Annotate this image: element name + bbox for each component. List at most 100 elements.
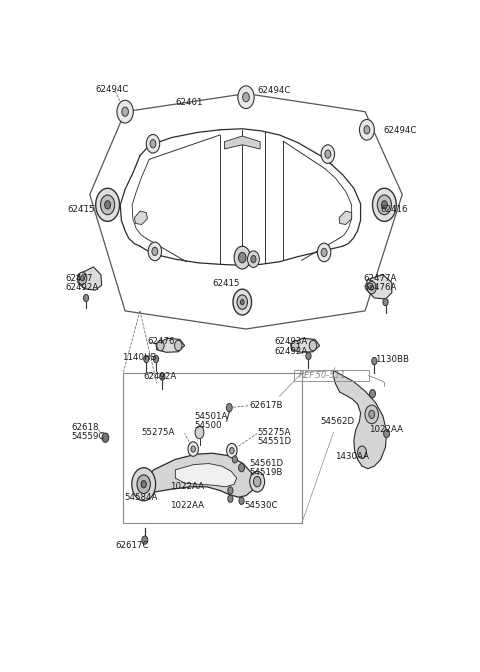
Text: 62476: 62476 (147, 337, 175, 347)
Circle shape (228, 495, 233, 503)
Text: 54530C: 54530C (244, 501, 277, 511)
Circle shape (227, 444, 237, 458)
Polygon shape (78, 267, 102, 290)
Text: 54584A: 54584A (124, 493, 157, 502)
Circle shape (160, 373, 165, 380)
Text: 62415: 62415 (67, 206, 95, 214)
Circle shape (321, 248, 327, 257)
Circle shape (370, 390, 375, 398)
Text: 1430AA: 1430AA (335, 452, 369, 461)
Circle shape (243, 93, 249, 102)
Text: 55275A: 55275A (141, 428, 174, 437)
Text: 62477: 62477 (66, 274, 93, 283)
Text: REF.50-511: REF.50-511 (299, 371, 346, 380)
Text: 62493A: 62493A (274, 337, 307, 347)
Circle shape (239, 253, 246, 263)
Circle shape (148, 242, 162, 261)
Circle shape (141, 480, 146, 488)
Circle shape (84, 294, 89, 302)
Circle shape (234, 246, 251, 269)
Circle shape (248, 251, 259, 267)
Bar (294, 370, 369, 381)
Text: 54561D: 54561D (250, 459, 284, 468)
Circle shape (232, 456, 238, 463)
Circle shape (96, 188, 120, 221)
Polygon shape (290, 338, 320, 352)
Text: 62492A: 62492A (274, 347, 307, 355)
Text: 62618: 62618 (71, 423, 99, 432)
Text: 62617B: 62617B (250, 401, 283, 410)
Circle shape (369, 410, 375, 419)
Circle shape (360, 120, 374, 140)
Text: 55275A: 55275A (257, 428, 290, 437)
Polygon shape (142, 453, 256, 497)
Circle shape (146, 134, 160, 153)
Text: 62494C: 62494C (96, 85, 129, 95)
Text: 54501A: 54501A (194, 413, 228, 421)
Circle shape (78, 272, 87, 284)
Text: 54562D: 54562D (321, 417, 355, 425)
Circle shape (291, 341, 299, 351)
Polygon shape (156, 338, 185, 352)
Circle shape (321, 144, 335, 163)
Circle shape (250, 471, 264, 492)
Polygon shape (334, 370, 386, 469)
Polygon shape (225, 136, 260, 149)
Circle shape (102, 433, 109, 442)
Circle shape (100, 195, 115, 214)
Circle shape (142, 536, 148, 544)
Circle shape (188, 442, 198, 456)
Circle shape (325, 150, 331, 159)
Circle shape (358, 446, 367, 458)
Circle shape (383, 298, 388, 306)
Text: 62415: 62415 (213, 279, 240, 288)
Text: 62401: 62401 (175, 98, 203, 107)
Circle shape (239, 464, 244, 472)
Circle shape (372, 188, 396, 221)
Circle shape (367, 282, 376, 294)
Polygon shape (367, 275, 392, 299)
Circle shape (226, 403, 232, 412)
Circle shape (239, 497, 244, 505)
Circle shape (370, 285, 373, 290)
Circle shape (144, 355, 149, 363)
Polygon shape (339, 211, 352, 224)
Circle shape (81, 276, 84, 281)
Text: 54551D: 54551D (257, 437, 291, 446)
Text: 62476A: 62476A (363, 283, 396, 292)
Circle shape (382, 201, 387, 209)
Text: 1140HB: 1140HB (122, 353, 157, 362)
Text: 62492A: 62492A (143, 372, 176, 381)
Text: 1022AA: 1022AA (370, 425, 404, 434)
Circle shape (238, 86, 254, 109)
Circle shape (372, 358, 377, 365)
Polygon shape (175, 464, 237, 487)
Text: 62477A: 62477A (363, 274, 396, 283)
Circle shape (150, 140, 156, 148)
Circle shape (240, 300, 244, 304)
Text: 1022AA: 1022AA (170, 482, 204, 491)
Circle shape (117, 100, 133, 123)
Text: 54500: 54500 (194, 421, 221, 430)
Circle shape (237, 295, 248, 309)
Circle shape (191, 446, 195, 452)
Text: 62494C: 62494C (257, 87, 290, 95)
Circle shape (233, 289, 252, 315)
Circle shape (365, 405, 378, 424)
Circle shape (229, 448, 234, 454)
Circle shape (251, 255, 256, 263)
Circle shape (377, 195, 392, 214)
Text: 1130BB: 1130BB (375, 355, 409, 364)
Text: 62416: 62416 (381, 206, 408, 214)
Circle shape (152, 247, 158, 255)
Text: 62617C: 62617C (115, 541, 148, 550)
Circle shape (122, 107, 129, 116)
Polygon shape (134, 211, 147, 224)
Circle shape (228, 487, 233, 494)
Circle shape (175, 341, 182, 351)
Text: 54559C: 54559C (71, 432, 105, 441)
Circle shape (309, 341, 317, 351)
Circle shape (317, 243, 331, 261)
Circle shape (154, 355, 158, 363)
Text: 62494C: 62494C (384, 126, 417, 135)
